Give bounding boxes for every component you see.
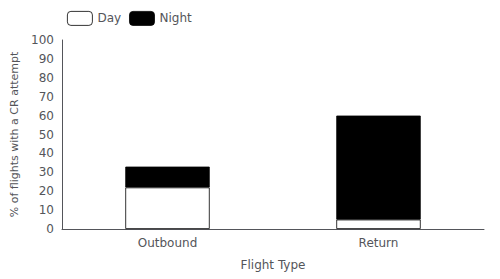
svg-text:40: 40	[39, 146, 54, 160]
svg-text:Day: Day	[97, 11, 121, 25]
svg-text:20: 20	[39, 184, 54, 198]
svg-text:Night: Night	[159, 11, 192, 25]
svg-text:90: 90	[39, 52, 54, 66]
svg-text:80: 80	[39, 71, 54, 85]
svg-text:Return: Return	[359, 236, 399, 250]
svg-text:30: 30	[39, 165, 54, 179]
svg-text:70: 70	[39, 90, 54, 104]
svg-text:50: 50	[39, 128, 54, 142]
svg-text:0: 0	[46, 222, 54, 236]
svg-text:100: 100	[31, 33, 54, 47]
svg-text:10: 10	[39, 203, 54, 217]
svg-text:60: 60	[39, 109, 54, 123]
svg-text:% of flights with a CR attempt: % of flights with a CR attempt	[8, 51, 21, 217]
svg-text:Flight Type: Flight Type	[241, 258, 306, 272]
svg-text:Outbound: Outbound	[138, 236, 198, 250]
